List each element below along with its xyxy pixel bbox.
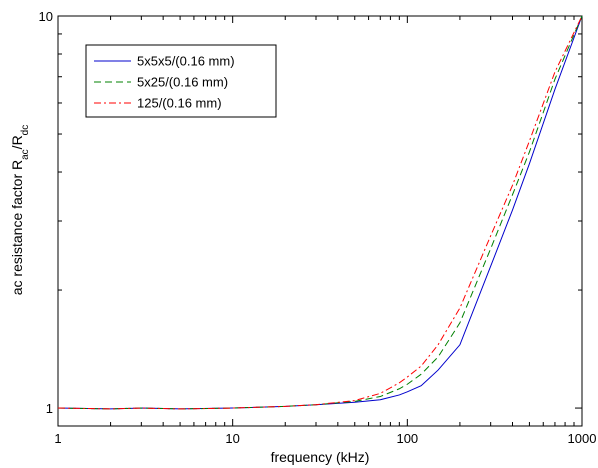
x-tick-label: 1	[54, 431, 61, 446]
series-lines	[57, 15, 583, 410]
x-tick-label: 10	[225, 431, 239, 446]
y-tick-labels: 1 10	[39, 9, 53, 416]
legend: 5x5x5/(0.16 mm) 5x25/(0.16 mm) 125/(0.16 m…	[85, 44, 277, 118]
x-tick-label: 1000	[568, 431, 597, 446]
minor-ticks	[58, 16, 582, 426]
y-axis-label-sub-ac: ac	[20, 149, 31, 160]
y-axis-label-main: ac resistance factor R	[9, 160, 25, 295]
legend-box	[85, 44, 277, 118]
series-line-3	[57, 15, 583, 410]
x-axis-label: frequency (kHz)	[271, 449, 370, 465]
legend-label-1: 5x5x5/(0.16 mm)	[137, 54, 235, 69]
x-tick-labels: 1 10 100 1000	[54, 431, 596, 446]
legend-label-3: 125/(0.16 mm)	[137, 96, 222, 111]
x-tick-label: 100	[396, 431, 418, 446]
y-tick-label: 1	[46, 401, 53, 416]
y-axis-label-mid: /R	[9, 135, 25, 149]
y-axis-label-sub-dc: dc	[20, 125, 31, 136]
y-tick-label: 10	[39, 9, 53, 24]
legend-label-2: 5x25/(0.16 mm)	[137, 75, 228, 90]
y-axis-label: ac resistance factor Rac/Rdc	[9, 125, 31, 296]
